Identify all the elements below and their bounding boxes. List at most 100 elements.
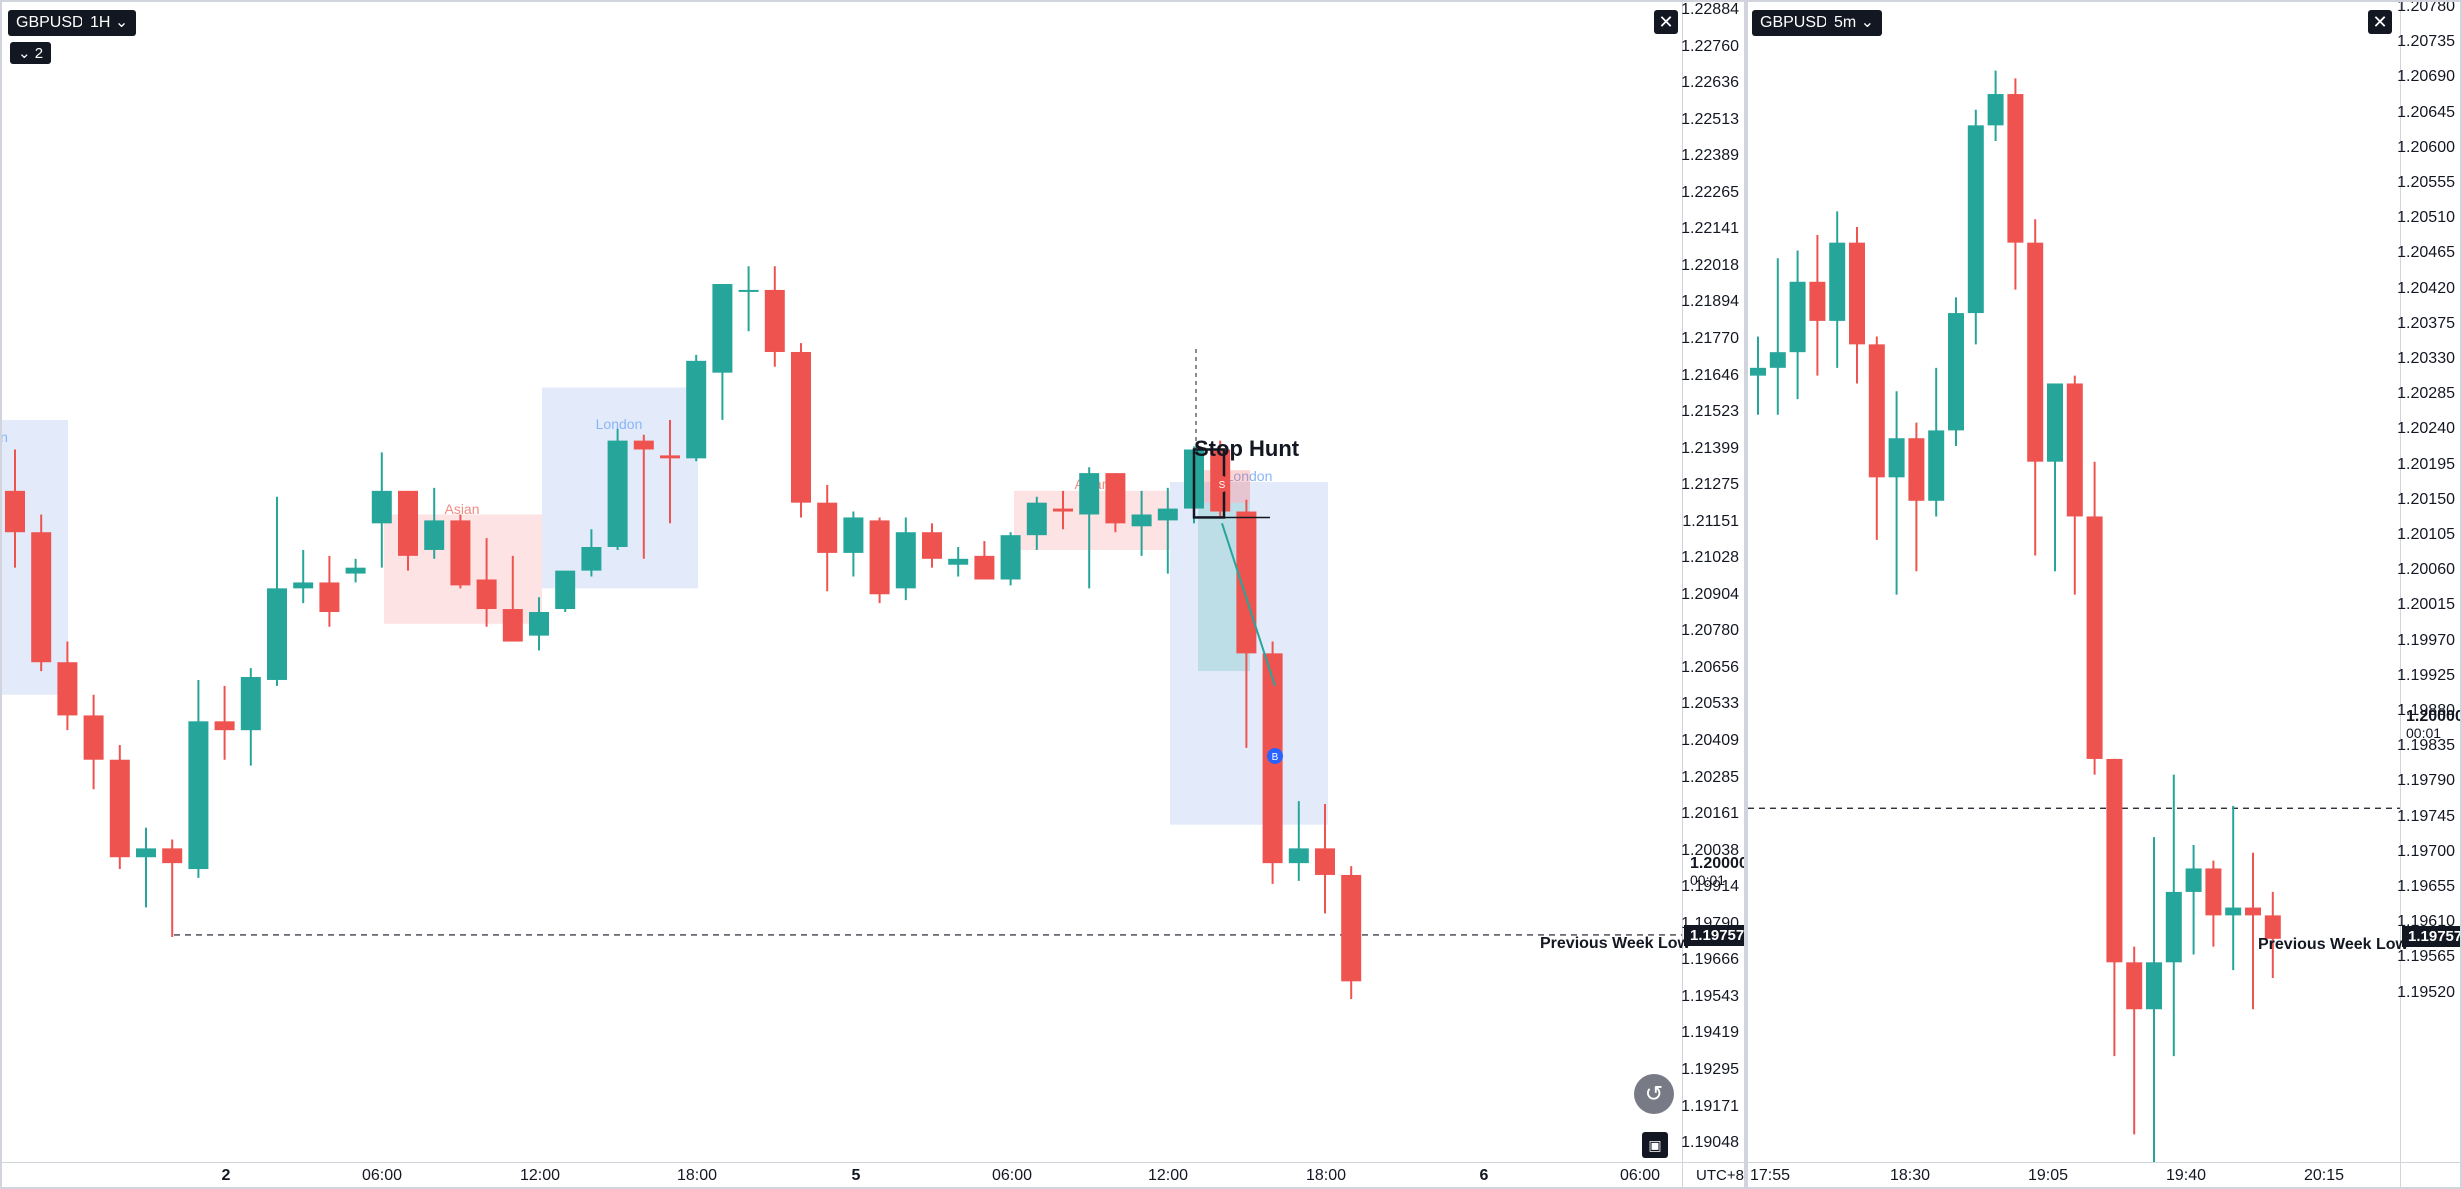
- candle-body[interactable]: [371, 490, 392, 524]
- candle-body[interactable]: [1750, 367, 1766, 376]
- candle-body[interactable]: [2047, 383, 2063, 462]
- candle-body[interactable]: [267, 588, 287, 680]
- chart-plot-5m[interactable]: [1748, 2, 2400, 1162]
- candle-body[interactable]: [555, 570, 576, 610]
- candle-body[interactable]: [319, 582, 340, 612]
- candle-body[interactable]: [2264, 915, 2281, 939]
- candle-body[interactable]: [1888, 438, 1905, 478]
- candle-body[interactable]: [450, 520, 471, 586]
- candle-body[interactable]: [2245, 907, 2261, 916]
- chart-plot-1h[interactable]: nAsianLondonAsianLondonSB: [2, 2, 1682, 1162]
- time-axis-5m[interactable]: 17:55 18:30 19:05 19:40 20:15: [1748, 1162, 2460, 1187]
- candle-body[interactable]: [869, 520, 890, 595]
- candle-body[interactable]: [424, 520, 445, 550]
- candle-body[interactable]: [1868, 344, 1885, 478]
- stop-hunt-annotation[interactable]: Stop Hunt: [1194, 436, 1300, 461]
- left-time-tick: 18:00: [1305, 1167, 1347, 1184]
- candle-body[interactable]: [1131, 514, 1152, 527]
- candle-body[interactable]: [2146, 962, 2162, 1010]
- candle-body[interactable]: [162, 848, 183, 864]
- close-icon[interactable]: ✕: [2368, 10, 2392, 34]
- candle-body[interactable]: [738, 289, 759, 292]
- candle-body[interactable]: [2225, 907, 2242, 916]
- candle-body[interactable]: [2086, 516, 2103, 759]
- interval-button[interactable]: 5m ⌄: [1826, 10, 1883, 36]
- timezone-label[interactable]: UTC+8: [1696, 1167, 1744, 1184]
- replay-icon[interactable]: ↺: [1634, 1074, 1674, 1114]
- price-axis-1h[interactable]: 1.22884 1.22760 1.22636 1.22513 1.22389 1.222…: [1681, 2, 1744, 1187]
- candle-body[interactable]: [2066, 383, 2083, 517]
- candle-body[interactable]: [502, 609, 523, 642]
- candle-body[interactable]: [2185, 868, 2202, 892]
- candle-body[interactable]: [2007, 94, 2024, 243]
- candle-body[interactable]: [974, 555, 995, 580]
- candle-body[interactable]: [1341, 874, 1362, 982]
- candle-body[interactable]: [5, 490, 25, 533]
- candle-body[interactable]: [607, 440, 628, 547]
- screenshot-icon[interactable]: ▣: [1642, 1132, 1668, 1158]
- candle-body[interactable]: [2165, 891, 2182, 963]
- candle-body[interactable]: [1236, 511, 1257, 654]
- candle-body[interactable]: [476, 579, 497, 610]
- candle-body[interactable]: [293, 582, 314, 589]
- candle-body[interactable]: [2027, 242, 2044, 462]
- candle-body[interactable]: [398, 490, 418, 556]
- candle-body[interactable]: [843, 517, 864, 553]
- left-price-tick: 1.22760: [1681, 37, 1739, 55]
- right-price-tick: 1.20645: [2397, 103, 2455, 121]
- buy-marker[interactable]: [1267, 748, 1283, 764]
- candle-body[interactable]: [2106, 758, 2123, 963]
- chart-pane-1h[interactable]: nAsianLondonAsianLondonSB 1.228841.22760…: [0, 0, 1746, 1189]
- candle-body[interactable]: [1967, 125, 1984, 314]
- candle-body[interactable]: [2205, 868, 2222, 916]
- candle-body[interactable]: [31, 532, 52, 663]
- symbol-button[interactable]: GBPUSD: [1752, 10, 1836, 36]
- candle-body[interactable]: [581, 546, 602, 571]
- candle-body[interactable]: [791, 351, 811, 503]
- candle-body[interactable]: [1849, 242, 1865, 345]
- candle-body[interactable]: [345, 567, 366, 574]
- candle-body[interactable]: [948, 558, 969, 565]
- candle-body[interactable]: [529, 611, 549, 636]
- candle-body[interactable]: [1908, 438, 1925, 501]
- sell-marker[interactable]: [1214, 476, 1230, 492]
- collapse-indicators-button[interactable]: ⌄ 2: [10, 42, 52, 64]
- candle-body[interactable]: [895, 532, 916, 589]
- candle-body[interactable]: [1789, 281, 1806, 353]
- candle-body[interactable]: [2126, 962, 2143, 1010]
- candle-body[interactable]: [686, 360, 707, 459]
- candle-body[interactable]: [1288, 848, 1309, 864]
- symbol-button[interactable]: GBPUSD: [8, 10, 92, 36]
- candle-body[interactable]: [1079, 473, 1100, 515]
- candle-body[interactable]: [136, 848, 156, 858]
- chart-pane-5m[interactable]: 1.20780 1.20735 1.20690 1.20645 1.20600 1.205…: [1746, 0, 2462, 1189]
- candle-body[interactable]: [188, 721, 209, 870]
- candle-body[interactable]: [1809, 281, 1826, 321]
- candle-body[interactable]: [764, 289, 785, 352]
- candle-body[interactable]: [1928, 430, 1945, 501]
- candle-body[interactable]: [1105, 473, 1126, 524]
- candle-body[interactable]: [1948, 313, 1964, 431]
- candle-body[interactable]: [922, 532, 942, 559]
- candle-body[interactable]: [1769, 352, 1786, 368]
- time-axis-1h[interactable]: 2 06:00 12:00 18:00 5 06:00 12:00 18:00 6 06:00: [2, 1162, 1744, 1187]
- candle-body[interactable]: [712, 284, 733, 373]
- candle-body[interactable]: [633, 440, 654, 450]
- candle-body[interactable]: [57, 662, 78, 716]
- candle-body[interactable]: [1157, 508, 1178, 521]
- candle-body[interactable]: [214, 721, 235, 731]
- candle-body[interactable]: [1026, 502, 1047, 536]
- candle-body[interactable]: [817, 502, 838, 553]
- close-icon[interactable]: ✕: [1654, 10, 1678, 34]
- candle-body[interactable]: [660, 455, 680, 459]
- interval-button[interactable]: 1H ⌄: [82, 10, 137, 36]
- candle-body[interactable]: [109, 759, 130, 858]
- candle-body[interactable]: [1829, 242, 1846, 321]
- candle-body[interactable]: [83, 715, 104, 760]
- price-axis-5m[interactable]: 1.20780 1.20735 1.20690 1.20645 1.20600 1.205…: [2397, 2, 2460, 1187]
- candle-body[interactable]: [1000, 535, 1021, 580]
- candle-body[interactable]: [240, 676, 261, 731]
- candle-body[interactable]: [1987, 94, 2004, 126]
- candle-body[interactable]: [1315, 848, 1335, 875]
- candle-body[interactable]: [1053, 508, 1073, 512]
